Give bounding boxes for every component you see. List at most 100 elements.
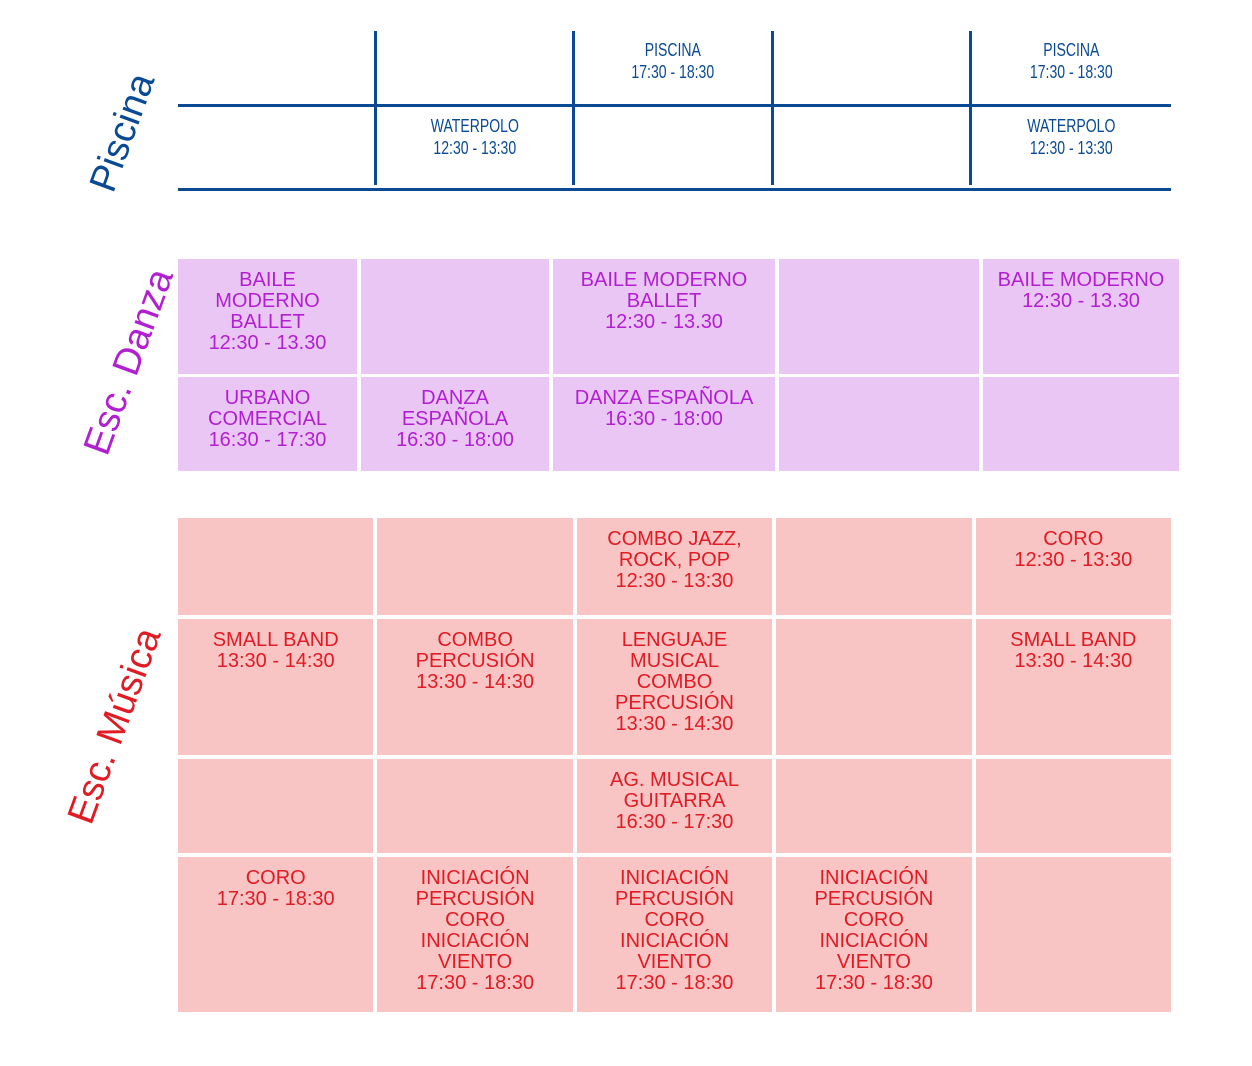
- class-text-line: 17:30 - 18:30: [814, 972, 933, 994]
- danza-cell-r0-c3: [779, 259, 979, 374]
- class-text-line: MUSICAL: [630, 650, 719, 672]
- class-text-line: 12:30 - 13:30: [615, 570, 734, 592]
- class-text-line: 17:30 - 18:30: [416, 972, 535, 994]
- musica-cell-r2-c4: [975, 759, 1171, 853]
- piscina-grid-cell: [575, 107, 774, 185]
- class-text-line: ESPAÑOLA: [401, 408, 509, 430]
- class-text-line: INICIACIÓN: [420, 867, 530, 889]
- musica-cell-r2-c2: AG. MUSICAL GUITARRA 16:30 - 17:30: [576, 759, 773, 853]
- class-text-line: CORO: [644, 909, 705, 931]
- class-text-line: PERCUSIÓN: [615, 888, 734, 910]
- musica-section-label: Esc. Música: [60, 622, 170, 830]
- piscina-cell-r0-c3: [795, 31, 948, 39]
- piscina-cell-r1-c4: WATERPOLO 12:30 - 13:30: [994, 107, 1149, 159]
- piscina-cell-r1-c0: [200, 107, 353, 115]
- class-text-line: 12:30 - 13.30: [1022, 290, 1140, 312]
- class-text-line: CORO: [445, 909, 506, 931]
- class-text-line: 13:30 - 14:30: [216, 650, 335, 672]
- musica-cell-r1-c4: SMALL BAND 13:30 - 14:30: [975, 619, 1171, 755]
- danza-section-label: Esc. Danza: [76, 263, 182, 461]
- class-text-line: SMALL BAND: [212, 629, 339, 651]
- class-text-line: 16:30 - 17:30: [208, 429, 327, 451]
- piscina-grid-cell: PISCINA 17:30 - 18:30: [575, 31, 774, 107]
- class-text-line: PISCINA: [1043, 40, 1100, 60]
- class-text-line: VIENTO: [637, 951, 712, 973]
- piscina-schedule-table: PISCINA 17:30 - 18:30 PISCINA 17:30 - 18:30…: [178, 31, 1171, 191]
- piscina-cell-r1-c2: [597, 107, 750, 115]
- danza-cell-r0-c0: BAILE MODERNO BALLET 12:30 - 13.30: [178, 259, 357, 374]
- class-text-line: LENGUAJE: [621, 629, 728, 651]
- piscina-grid-cell: [774, 107, 973, 185]
- danza-cell-r0-c2: BAILE MODERNO BALLET 12:30 - 13.30: [553, 259, 775, 374]
- class-text-line: 17:30 - 18:30: [1030, 62, 1114, 82]
- class-text-line: BAILE: [239, 269, 296, 291]
- danza-cell-r0-c4: BAILE MODERNO 12:30 - 13.30: [983, 259, 1179, 374]
- danza-cell-r1-c2: DANZA ESPAÑOLA 16:30 - 18:00: [553, 377, 775, 471]
- class-text-line: PERCUSIÓN: [615, 692, 734, 714]
- class-text-line: CORO: [1043, 528, 1104, 550]
- class-text-line: 12:30 - 13:30: [1014, 549, 1133, 571]
- musica-cell-r1-c0: SMALL BAND 13:30 - 14:30: [178, 619, 374, 755]
- class-text-line: VIENTO: [836, 951, 911, 973]
- musica-cell-r0-c2: COMBO JAZZ, ROCK, POP 12:30 - 13:30: [576, 518, 773, 615]
- danza-cell-r0-c1: [361, 259, 549, 374]
- musica-cell-r2-c3: [776, 759, 972, 853]
- musica-cell-r0-c0: [178, 518, 374, 615]
- danza-cell-r1-c4: [983, 377, 1179, 471]
- musica-cell-r2-c1: [377, 759, 573, 853]
- class-text-line: GUITARRA: [623, 790, 726, 812]
- piscina-cell-r1-c1: WATERPOLO 12:30 - 13:30: [398, 107, 551, 159]
- class-text-line: 17:30 - 18:30: [631, 62, 715, 82]
- class-text-line: PERCUSIÓN: [814, 888, 934, 910]
- class-text-line: WATERPOLO: [1027, 116, 1116, 136]
- class-text-line: INICIACIÓN: [819, 867, 929, 889]
- piscina-cell-r0-c2: PISCINA 17:30 - 18:30: [597, 31, 750, 83]
- musica-cell-r3-c4: [975, 857, 1171, 1012]
- musica-cell-r1-c2: LENGUAJE MUSICAL COMBO PERCUSIÓN 13:30 - 14:…: [576, 619, 773, 755]
- class-text-line: INICIACIÓN: [620, 867, 729, 889]
- class-text-line: MODERNO: [215, 290, 320, 312]
- piscina-grid-cell: [376, 31, 576, 107]
- class-text-line: DANZA: [421, 387, 489, 409]
- piscina-grid-cell: WATERPOLO 12:30 - 13:30: [972, 107, 1171, 185]
- musica-cell-r2-c0: [178, 759, 374, 853]
- class-text-line: WATERPOLO: [430, 116, 519, 136]
- danza-cell-r1-c1: DANZA ESPAÑOLA 16:30 - 18:00: [361, 377, 549, 471]
- musica-schedule-table: COMBO JAZZ, ROCK, POP 12:30 - 13:30 CORO 12:…: [178, 518, 1171, 1012]
- danza-cell-r1-c3: [779, 377, 979, 471]
- class-text-line: PISCINA: [644, 40, 702, 60]
- class-text-line: 12:30 - 13:30: [1030, 138, 1114, 158]
- class-text-line: BAILE MODERNO: [997, 269, 1165, 291]
- piscina-cell-r0-c0: [200, 31, 353, 39]
- piscina-grid-cell: PISCINA 17:30 - 18:30: [972, 31, 1171, 107]
- class-text-line: 13:30 - 14:30: [1014, 650, 1133, 672]
- class-text-line: PERCUSIÓN: [415, 650, 535, 672]
- class-text-line: INICIACIÓN: [620, 930, 729, 952]
- class-text-line: COMBO: [636, 671, 713, 693]
- piscina-cell-r0-c4: PISCINA 17:30 - 18:30: [994, 31, 1149, 83]
- class-text-line: INICIACIÓN: [420, 930, 530, 952]
- musica-cell-r0-c4: CORO 12:30 - 13:30: [975, 518, 1171, 615]
- class-text-line: BALLET: [230, 311, 305, 333]
- class-text-line: PERCUSIÓN: [415, 888, 535, 910]
- piscina-grid-cell: [178, 31, 377, 107]
- musica-cell-r0-c3: [776, 518, 972, 615]
- musica-cell-r3-c3: INICIACIÓN PERCUSIÓN CORO INICIACIÓN VIENTO 1…: [776, 857, 972, 1012]
- class-text-line: BALLET: [626, 290, 702, 312]
- class-text-line: BAILE MODERNO: [580, 269, 748, 291]
- class-text-line: ROCK, POP: [618, 549, 731, 571]
- piscina-section-label: Piscina: [82, 67, 164, 198]
- danza-cell-r1-c0: URBANO COMERCIAL 16:30 - 17:30: [178, 377, 357, 471]
- class-text-line: COMBO: [437, 629, 513, 651]
- piscina-cell-r0-c1: [398, 31, 551, 39]
- musica-cell-r3-c0: CORO 17:30 - 18:30: [178, 857, 374, 1012]
- class-text-line: VIENTO: [438, 951, 513, 973]
- class-text-line: COMERCIAL: [208, 408, 327, 430]
- piscina-grid-cell: WATERPOLO 12:30 - 13:30: [377, 107, 576, 185]
- piscina-cell-r1-c3: [795, 107, 948, 115]
- musica-cell-r3-c1: INICIACIÓN PERCUSIÓN CORO INICIACIÓN VIENTO 1…: [377, 857, 573, 1012]
- class-text-line: 17:30 - 18:30: [615, 972, 734, 994]
- class-text-line: 17:30 - 18:30: [216, 888, 335, 910]
- musica-cell-r3-c2: INICIACIÓN PERCUSIÓN CORO INICIACIÓN VIENTO 1…: [576, 857, 773, 1012]
- class-text-line: INICIACIÓN: [819, 930, 929, 952]
